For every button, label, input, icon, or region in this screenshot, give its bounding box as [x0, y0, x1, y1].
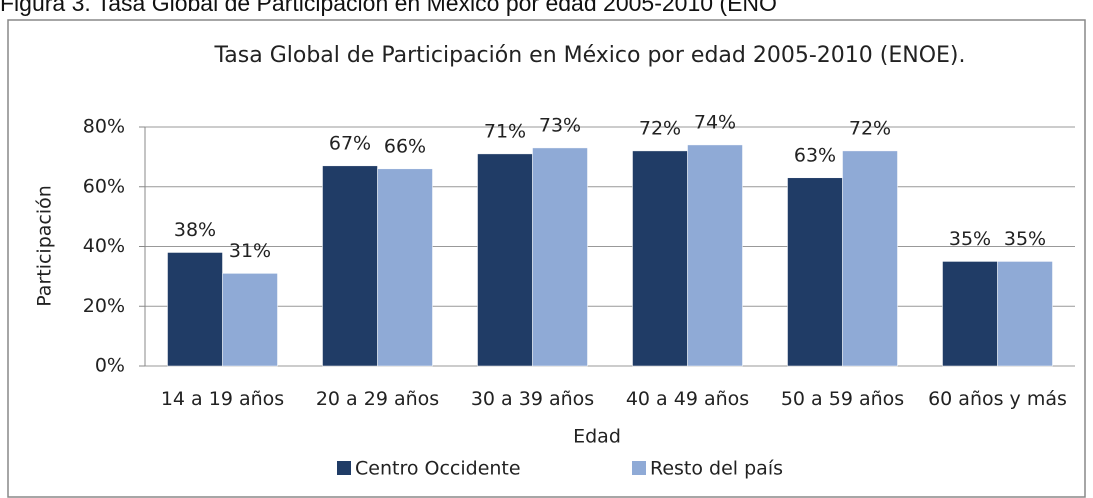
x-tick-label: 60 años y más — [928, 388, 1067, 410]
legend-label: Resto del país — [650, 458, 783, 480]
data-label: 73% — [539, 114, 581, 136]
bar — [787, 177, 843, 367]
bar — [322, 165, 378, 367]
bar — [942, 261, 998, 367]
bar — [477, 153, 533, 367]
y-tick-label: 20% — [83, 295, 125, 317]
bar — [842, 150, 898, 367]
legend-swatch — [632, 461, 646, 475]
bar — [222, 273, 278, 367]
data-label: 35% — [1004, 228, 1046, 250]
x-tick-label: 14 a 19 años — [160, 388, 285, 410]
x-tick-label: 20 a 29 años — [315, 388, 440, 410]
chart-title: Tasa Global de Participación en México p… — [214, 43, 966, 68]
data-label: 38% — [174, 219, 216, 241]
x-tick-label: 50 a 59 años — [780, 388, 905, 410]
data-label: 67% — [329, 132, 371, 154]
y-tick-label: 40% — [83, 235, 125, 257]
x-tick-label: 40 a 49 años — [625, 388, 750, 410]
data-label: 35% — [949, 228, 991, 250]
bar — [167, 252, 223, 367]
data-label: 74% — [694, 111, 736, 133]
data-label: 71% — [484, 120, 526, 142]
data-label: 31% — [229, 240, 271, 262]
data-label: 66% — [384, 135, 426, 157]
bar — [532, 147, 588, 367]
bar — [687, 144, 743, 367]
y-tick-label: 0% — [95, 355, 125, 377]
data-label: 72% — [849, 117, 891, 139]
bar — [377, 168, 433, 367]
x-axis-label: Edad — [573, 426, 621, 448]
y-tick-label: 60% — [83, 175, 125, 197]
bar — [997, 261, 1053, 367]
x-tick-label: 30 a 39 años — [470, 388, 595, 410]
y-tick-label: 80% — [83, 116, 125, 138]
data-label: 63% — [794, 144, 836, 166]
data-label: 72% — [639, 117, 681, 139]
legend-label: Centro Occidente — [355, 458, 521, 480]
bar — [632, 150, 688, 367]
chart-border — [7, 19, 1086, 498]
legend-swatch — [337, 461, 351, 475]
y-axis-label: Participación — [34, 185, 56, 307]
figure-caption: Figura 3. Tasa Global de Participación e… — [0, 0, 777, 16]
